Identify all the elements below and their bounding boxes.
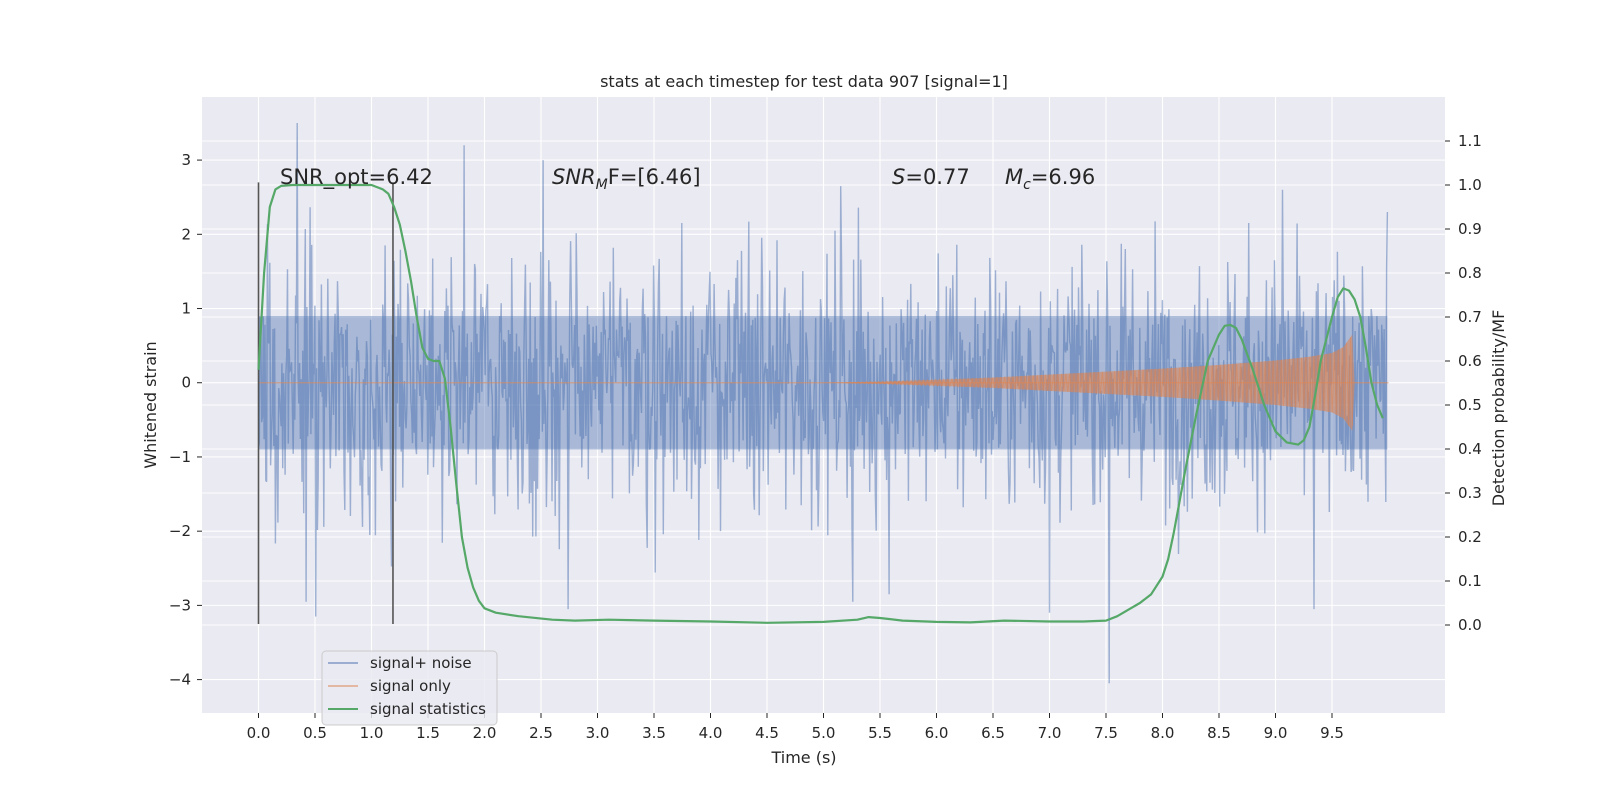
series-layer: [257, 122, 1389, 684]
x-tick-label: 9.0: [1264, 724, 1288, 742]
legend-label-signal-noise: signal+ noise: [370, 654, 472, 672]
x-tick-label: 6.0: [925, 724, 949, 742]
y-axis-left-ticks: −4 −3 −2 −1 0 1 2 3: [169, 151, 202, 689]
y-left-tick-label: −2: [169, 522, 191, 540]
x-tick-label: 3.5: [642, 724, 666, 742]
y-right-tick-label: 0.1: [1458, 572, 1482, 590]
x-tick-label: 8.0: [1151, 724, 1175, 742]
annotation-snr-opt: SNR_opt=6.42: [280, 165, 433, 190]
vertical-markers: [257, 182, 394, 624]
series-signal-only: [845, 336, 1354, 427]
x-tick-label: 1.5: [416, 724, 440, 742]
y-left-tick-label: 2: [181, 225, 191, 243]
annotation-s: S=0.77: [892, 165, 970, 189]
x-tick-label: 0.0: [247, 724, 271, 742]
series-signal-noise: [257, 122, 1389, 684]
annotations: SNR_opt=6.42 SNRMF=[6.46] S=0.77 Mc=6.96: [280, 165, 1095, 193]
x-tick-label: 9.5: [1320, 724, 1344, 742]
y-right-tick-label: 0.2: [1458, 528, 1482, 546]
y-right-tick-label: 0.3: [1458, 484, 1482, 502]
annotation-mc-subscript: c: [1023, 177, 1031, 193]
annotation-mc-symbol: M: [1005, 165, 1023, 189]
y-left-tick-label: −1: [169, 448, 191, 466]
x-tick-label: 3.0: [586, 724, 610, 742]
annotation-snr-mf-symbol: SNR: [552, 165, 596, 189]
x-axis-ticks: 0.0 0.5 1.0 1.5 2.0 2.5 3.0 3.5 4.0 4.5 5.0 5.5 6.0 6…: [247, 713, 1344, 742]
x-tick-label: 5.5: [868, 724, 892, 742]
y-axis-right-label: Detection probability/MF: [1489, 310, 1508, 507]
x-tick-label: 8.5: [1207, 724, 1231, 742]
legend: signal+ noise signal only signal statist…: [321, 650, 498, 726]
x-tick-label: 5.0: [812, 724, 836, 742]
y-right-tick-label: 0.0: [1458, 616, 1482, 634]
x-tick-label: 7.0: [1038, 724, 1062, 742]
x-tick-label: 4.0: [699, 724, 723, 742]
annotation-snr-mf-subscript: M: [596, 177, 608, 193]
y-axis-right-ticks: 0.0 0.1 0.2 0.3 0.4 0.5 0.6 0.7 0.8 0.9 1.0 1.1: [1445, 132, 1482, 634]
x-tick-label: 6.5: [981, 724, 1005, 742]
y-right-tick-label: 0.8: [1458, 264, 1482, 282]
legend-label-signal-only: signal only: [370, 677, 451, 695]
x-tick-label: 7.5: [1094, 724, 1118, 742]
annotation-mc: Mc=6.96: [1005, 165, 1095, 193]
y-right-tick-label: 1.1: [1458, 132, 1482, 150]
annotation-s-symbol: S: [892, 165, 905, 189]
series-signal-statistics: [257, 183, 1384, 624]
chart-title: stats at each timestep for test data 907…: [600, 72, 1008, 91]
y-left-tick-label: 1: [181, 300, 191, 318]
x-tick-label: 1.0: [360, 724, 384, 742]
annotation-s-value: =0.77: [905, 165, 969, 189]
x-axis-label: Time (s): [770, 748, 836, 767]
y-right-tick-label: 0.5: [1458, 396, 1482, 414]
y-right-tick-label: 0.4: [1458, 440, 1482, 458]
x-tick-label: 0.5: [303, 724, 327, 742]
y-right-tick-label: 0.9: [1458, 220, 1482, 238]
y-left-tick-label: −4: [169, 671, 191, 689]
x-tick-label: 2.5: [529, 724, 553, 742]
y-right-tick-label: 0.6: [1458, 352, 1482, 370]
annotation-snr-mf-value: F=[6.46]: [608, 165, 701, 189]
annotation-mc-value: =6.96: [1031, 165, 1095, 189]
legend-frame: [321, 650, 498, 726]
y-left-tick-label: 0: [181, 374, 191, 392]
y-axis-left-label: Whitened strain: [141, 341, 160, 468]
y-left-tick-label: 3: [181, 151, 191, 169]
legend-label-signal-statistics: signal statistics: [370, 700, 486, 718]
y-left-tick-label: −3: [169, 596, 191, 614]
y-right-tick-label: 1.0: [1458, 176, 1482, 194]
x-tick-label: 2.0: [473, 724, 497, 742]
y-right-tick-label: 0.7: [1458, 308, 1482, 326]
annotation-snr-mf: SNRMF=[6.46]: [552, 165, 701, 193]
x-tick-label: 4.5: [755, 724, 779, 742]
